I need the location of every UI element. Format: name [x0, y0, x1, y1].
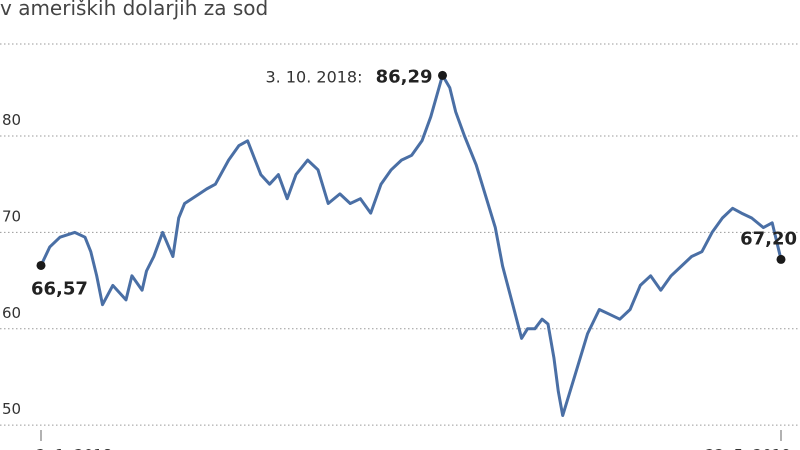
peak-point-marker: [438, 70, 448, 80]
peak-value-label: 86,29: [376, 66, 433, 87]
x-axis: 2. 1. 2018 22. 5. 2019: [36, 430, 791, 450]
y-tick-label-70: 70: [2, 207, 21, 225]
x-tick-label-end: 22. 5. 2019: [705, 446, 791, 450]
y-tick-label-50: 50: [2, 400, 21, 418]
end-point-marker: [776, 254, 786, 264]
start-point-marker: [36, 260, 46, 270]
start-value-label: 66,57: [31, 278, 88, 299]
x-tick-label-start: 2. 1. 2018: [36, 446, 112, 450]
y-tick-label-80: 80: [2, 111, 21, 129]
series-line-0: [39, 73, 783, 417]
end-value-label: 67,20: [740, 228, 797, 249]
grid-layer: 50 60 70 80: [0, 43, 800, 426]
chart-subtitle: v ameriških dolarjih za sod: [0, 0, 269, 20]
annotation-layer: 66,57 3. 10. 2018: 86,29 67,20: [31, 66, 797, 299]
y-tick-label-60: 60: [2, 304, 21, 322]
peak-date-label: 3. 10. 2018:: [266, 67, 363, 86]
series-layer: [39, 73, 783, 417]
